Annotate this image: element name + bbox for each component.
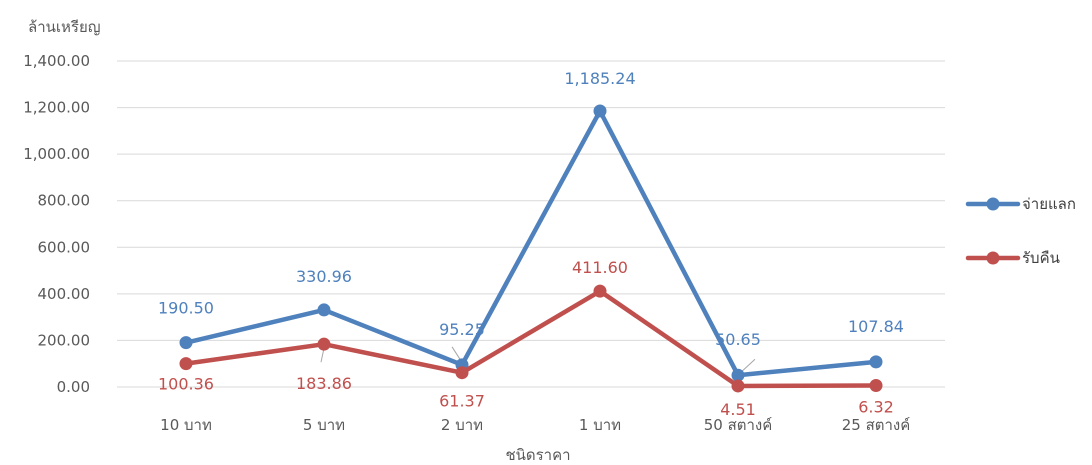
data-label: 411.60 <box>572 258 628 277</box>
legend-swatch-marker <box>986 251 1000 265</box>
series-line-2 <box>183 288 879 389</box>
series-lines <box>179 104 883 393</box>
data-label: 100.36 <box>158 375 214 394</box>
x-axis-ticks: 10 บาท 5 บาท 2 บาท 1 บาท 50 สตางค์ 25 สตางค์ <box>160 416 910 434</box>
series-line-1 <box>183 108 879 378</box>
data-point <box>179 357 193 371</box>
y-tick-label: 600.00 <box>38 238 91 256</box>
legend-label: จ่ายแลก <box>1022 195 1076 213</box>
data-point <box>317 303 331 317</box>
data-label: 6.32 <box>858 398 894 417</box>
data-point <box>731 368 745 382</box>
x-tick-label: 25 สตางค์ <box>842 416 911 434</box>
y-tick-label: 800.00 <box>38 192 91 210</box>
data-label: 107.84 <box>848 317 904 336</box>
data-point <box>593 104 607 118</box>
data-point <box>869 379 883 393</box>
data-point <box>317 337 331 351</box>
y-tick-label: 400.00 <box>38 285 91 303</box>
data-point <box>869 355 883 369</box>
legend-label: รับคืน <box>1022 249 1060 267</box>
data-label: 183.86 <box>296 374 352 393</box>
leader-line <box>741 358 756 372</box>
data-label: 4.51 <box>720 400 756 419</box>
data-point <box>593 284 607 298</box>
y-tick-label: 200.00 <box>38 331 91 349</box>
y-axis-ticks: 0.00 200.00 400.00 600.00 800.00 1,000.00 1,20… <box>23 52 90 396</box>
x-axis-title: ชนิดราคา <box>505 446 570 464</box>
data-label: 1,185.24 <box>564 69 635 88</box>
data-point <box>455 366 469 380</box>
data-labels: 190.50 330.96 95.25 1,185.24 50.65 107.84 100.… <box>158 69 904 419</box>
y-tick-label: 0.00 <box>57 378 90 396</box>
leader-line <box>451 346 462 362</box>
data-point <box>179 336 193 350</box>
y-axis-title: ล้านเหรียญ <box>28 18 101 36</box>
x-tick-label: 2 บาท <box>441 416 483 434</box>
y-tick-label: 1,000.00 <box>23 145 90 163</box>
x-tick-label: 50 สตางค์ <box>704 416 773 434</box>
gridlines <box>117 60 945 388</box>
legend-swatch-marker <box>986 197 1000 211</box>
x-tick-label: 5 บาท <box>303 416 345 434</box>
data-point <box>731 379 745 393</box>
x-tick-label: 1 บาท <box>579 416 621 434</box>
data-label: 61.37 <box>439 392 485 411</box>
data-label: 330.96 <box>296 267 352 286</box>
data-label: 95.25 <box>439 320 485 339</box>
x-tick-label: 10 บาท <box>160 416 212 434</box>
data-label: 50.65 <box>715 330 761 349</box>
data-label: 190.50 <box>158 299 214 318</box>
y-tick-label: 1,200.00 <box>23 99 90 117</box>
y-tick-label: 1,400.00 <box>23 52 90 70</box>
